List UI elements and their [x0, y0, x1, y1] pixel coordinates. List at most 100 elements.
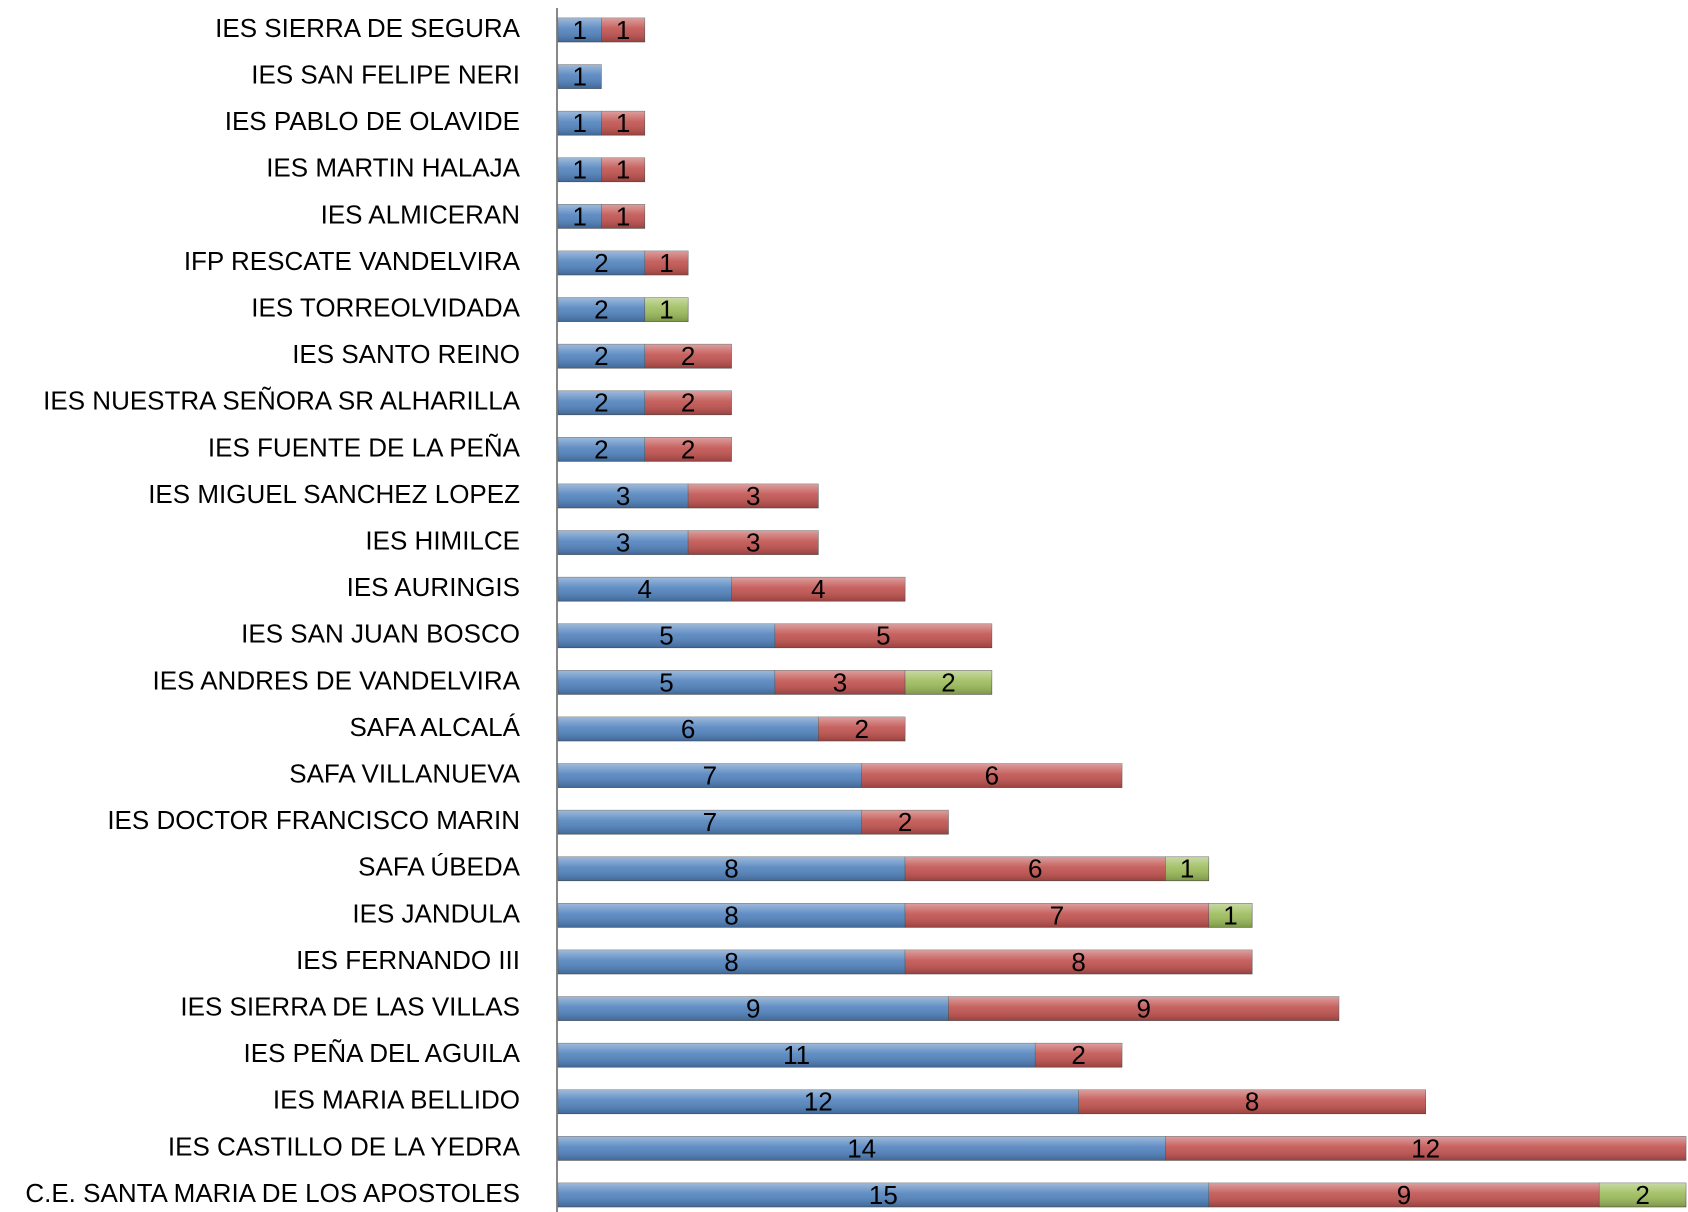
data-label: 14: [847, 1133, 876, 1163]
data-label: 6: [1028, 854, 1042, 884]
data-label: 2: [1071, 1040, 1085, 1070]
bar-shine: [601, 204, 645, 229]
data-label: 1: [616, 15, 630, 45]
data-label: 4: [638, 574, 652, 604]
bar-shine: [1599, 1183, 1686, 1207]
bar-shine: [1165, 1136, 1686, 1161]
bar-shine: [861, 810, 949, 835]
bar-shine: [861, 763, 1122, 788]
category-label: IES FUENTE DE LA PEÑA: [208, 432, 521, 462]
data-label: 4: [811, 574, 825, 604]
data-label: 3: [746, 527, 760, 557]
bar-shine: [644, 251, 689, 275]
bar-shine: [644, 297, 689, 322]
data-label: 12: [804, 1087, 833, 1117]
data-label: 5: [876, 621, 890, 651]
data-label: 12: [1411, 1133, 1440, 1163]
bar-shine: [1078, 1089, 1426, 1114]
data-label: 2: [941, 667, 955, 697]
bar-shine: [558, 810, 862, 835]
category-label: IES DOCTOR FRANCISCO MARIN: [107, 805, 520, 835]
data-label: 6: [985, 760, 999, 790]
bar-shine: [948, 996, 1339, 1021]
data-label: 8: [724, 900, 738, 930]
bar-shine: [601, 111, 645, 136]
bar-shine: [774, 623, 992, 648]
category-label: IES MIGUEL SANCHEZ LOPEZ: [148, 479, 520, 509]
category-label: SAFA ÚBEDA: [358, 852, 520, 882]
data-label: 1: [572, 201, 586, 231]
bar-shine: [558, 157, 602, 182]
data-label: 2: [594, 341, 608, 371]
data-label: 3: [616, 527, 630, 557]
bar-shine: [905, 670, 992, 695]
data-label: 1: [659, 248, 673, 278]
data-label: 6: [681, 714, 695, 744]
data-label: 9: [746, 993, 760, 1023]
bar-shine: [558, 530, 689, 555]
bar-shine: [558, 856, 906, 881]
category-label: IES SAN JUAN BOSCO: [241, 619, 520, 649]
bar-shine: [558, 996, 949, 1021]
category-label: IES NUESTRA SEÑORA SR ALHARILLA: [43, 386, 520, 416]
bar-shine: [558, 1136, 1166, 1161]
category-label: IES ALMICERAN: [321, 199, 520, 229]
data-label: 1: [572, 155, 586, 185]
bar-shine: [558, 670, 775, 695]
bar-shine: [905, 856, 1166, 881]
bar-shine: [601, 18, 645, 42]
data-label: 8: [1245, 1087, 1259, 1117]
category-label: IES PEÑA DEL AGUILA: [244, 1038, 521, 1068]
data-label: 5: [659, 667, 673, 697]
bar-shine: [558, 717, 819, 741]
category-label: IES SIERRA DE LAS VILLAS: [180, 991, 520, 1021]
bar-shine: [558, 1089, 1079, 1114]
data-label: 1: [1223, 900, 1237, 930]
bar-shine: [905, 903, 1209, 928]
data-label: 2: [594, 294, 608, 324]
data-label: 11: [783, 1040, 810, 1070]
bar-shine: [558, 64, 602, 89]
category-label: IES MARIA BELLIDO: [273, 1085, 520, 1115]
data-label: 2: [594, 388, 608, 418]
category-label: IES PABLO DE OLAVIDE: [225, 106, 520, 136]
data-label: 3: [616, 481, 630, 511]
bar-shine: [818, 717, 906, 741]
category-label: IES CASTILLO DE LA YEDRA: [168, 1131, 521, 1161]
data-label: 8: [724, 854, 738, 884]
category-label: IFP RESCATE VANDELVIRA: [184, 246, 521, 276]
data-label: 9: [1136, 993, 1150, 1023]
data-label: 2: [898, 807, 912, 837]
bar-shine: [558, 763, 862, 788]
data-label: 9: [1397, 1180, 1411, 1210]
data-label: 8: [1071, 947, 1085, 977]
data-label: 1: [1180, 854, 1194, 884]
bar-shine: [558, 623, 775, 648]
data-label: 1: [616, 155, 630, 185]
category-label: IES SAN FELIPE NERI: [251, 59, 520, 89]
bar-shine: [558, 437, 645, 462]
data-label: 1: [616, 108, 630, 138]
data-label: 1: [572, 108, 586, 138]
data-label: 7: [703, 807, 717, 837]
bar-shine: [558, 344, 645, 369]
data-label: 3: [746, 481, 760, 511]
category-label: SAFA ALCALÁ: [349, 712, 520, 742]
data-label: 3: [833, 667, 847, 697]
data-label: 2: [1635, 1180, 1649, 1210]
data-label: 1: [616, 201, 630, 231]
bar-shine: [1165, 856, 1209, 881]
category-label: IES SANTO REINO: [292, 339, 520, 369]
data-label: 2: [681, 434, 695, 464]
data-label: 5: [659, 621, 673, 651]
category-label: IES MARTIN HALAJA: [266, 153, 520, 183]
bar-shine: [558, 18, 602, 42]
data-label: 2: [681, 341, 695, 371]
bar-shine: [688, 484, 819, 508]
bar-shine: [558, 577, 732, 602]
data-label: 7: [1050, 900, 1064, 930]
bar-shine: [1208, 1183, 1600, 1207]
category-label: IES HIMILCE: [365, 525, 520, 555]
bar-shine: [688, 530, 819, 555]
